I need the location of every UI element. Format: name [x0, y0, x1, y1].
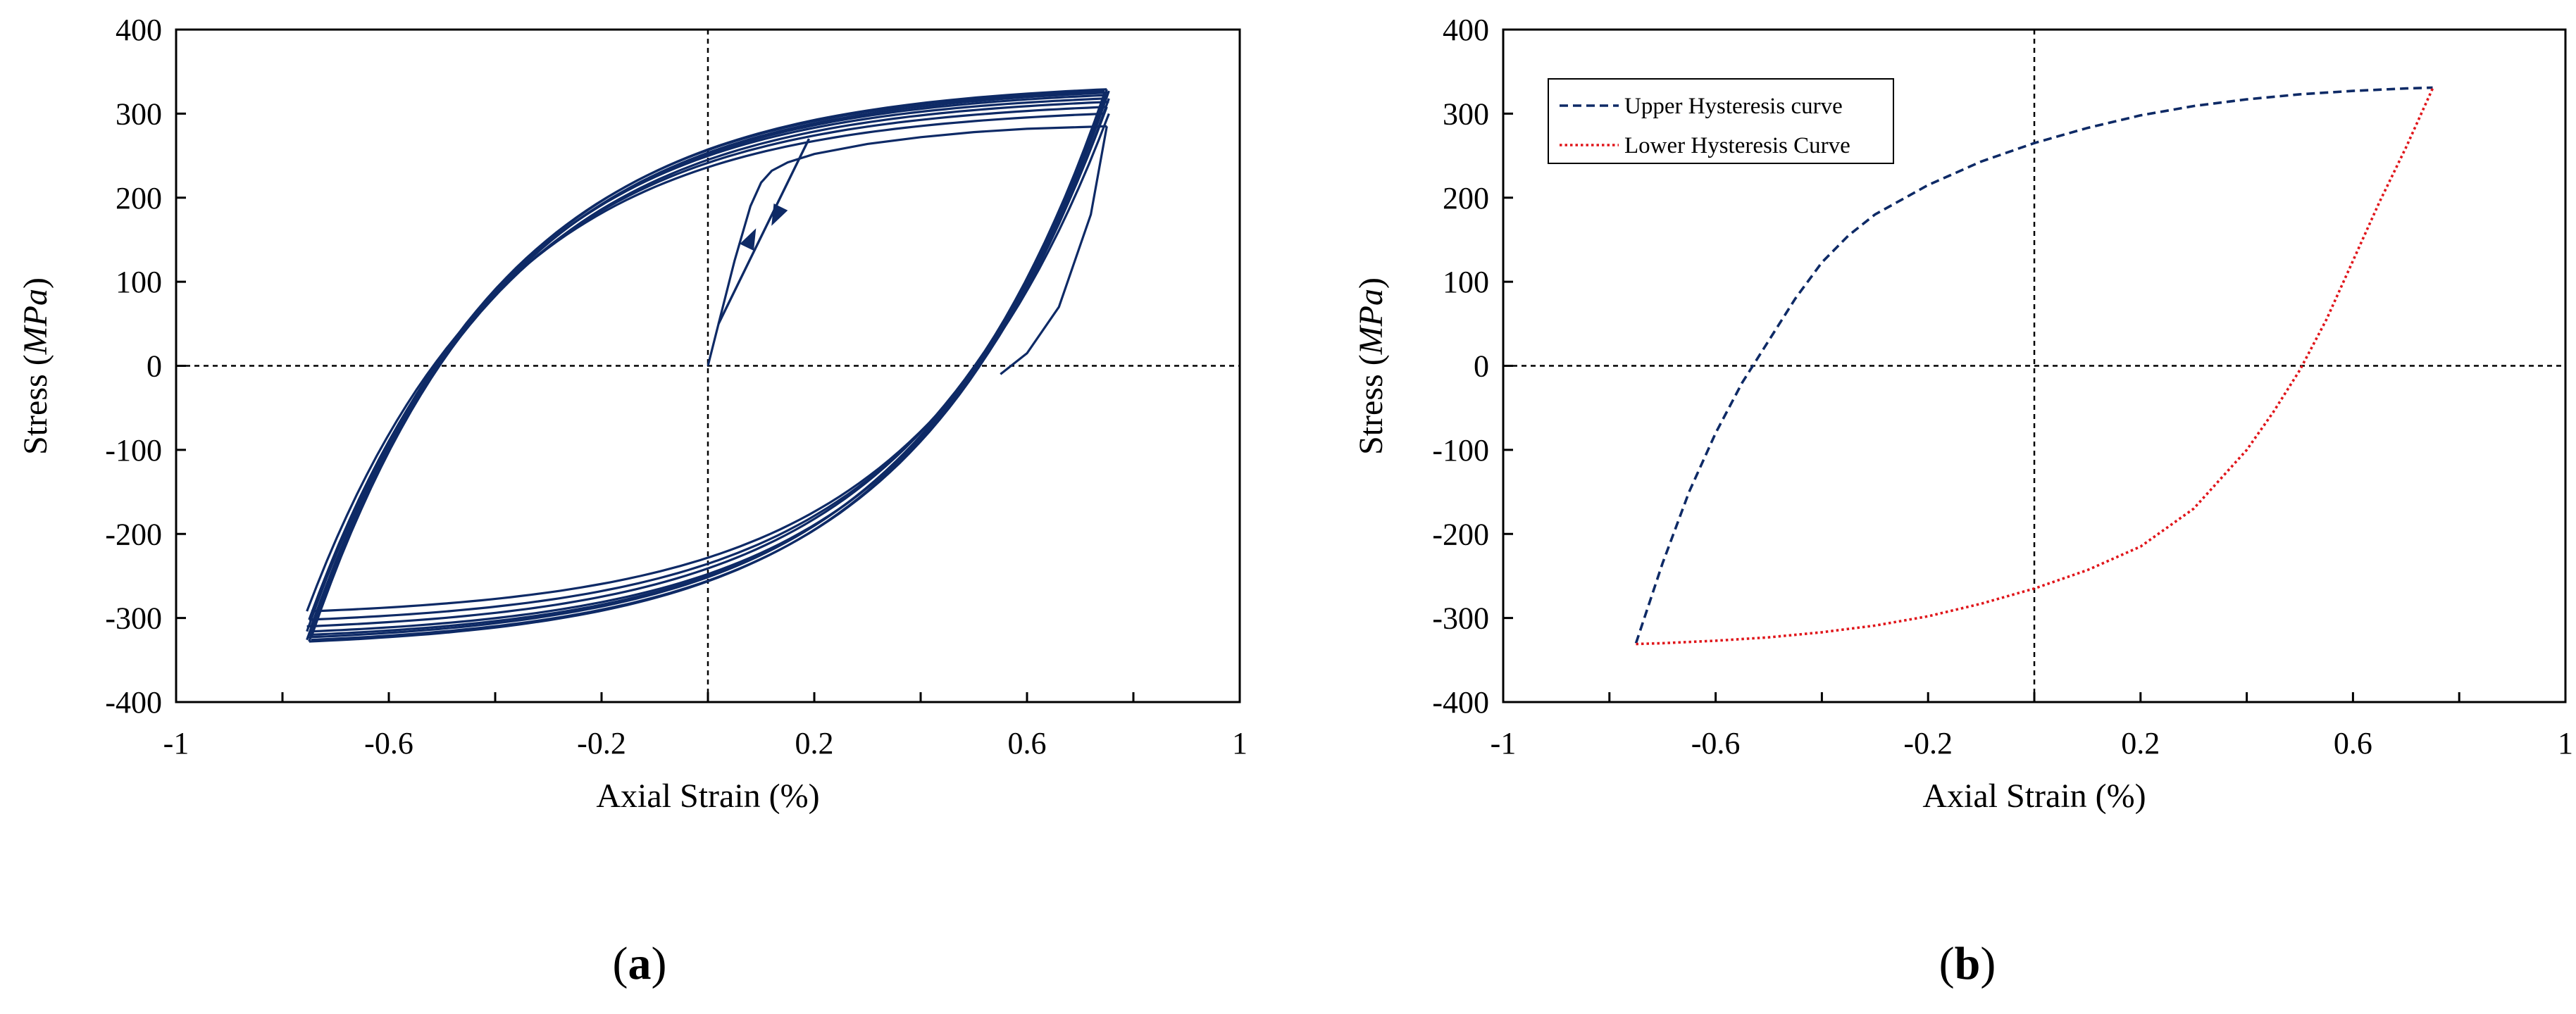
- y-tick-label-a: -200: [105, 517, 162, 551]
- x-tick-label-b: -1: [1491, 726, 1517, 760]
- y-axis-ticks-b: -400 -300 -200 -100 0 100 200 300 400: [1432, 13, 1513, 720]
- chart-panel-a: -1 -0.6 -0.2 0.2 0.6 1 -400 -300 -200 -100 0 100 20…: [17, 13, 1247, 989]
- arrows-a: [717, 138, 810, 325]
- legend-label: Lower Hysteresis Curve: [1624, 133, 1850, 158]
- y-axis-label-unit-a: MPa: [17, 289, 54, 355]
- series-group-a: [306, 88, 1110, 643]
- legend-box: [1548, 78, 1894, 164]
- x-axis-label-b: Axial Strain (%): [1922, 777, 2146, 815]
- y-axis-ticks-a: -400 -300 -200 -100 0 100 200 300 400: [105, 13, 186, 720]
- y-tick-label-b: -100: [1432, 433, 1489, 468]
- panel-label-b: (b): [1939, 938, 1996, 989]
- arrow-head-down: [771, 204, 788, 226]
- hysteresis-lower-branch: [306, 92, 1106, 639]
- x-tick-label-a: 1: [1232, 726, 1247, 760]
- hysteresis-upper-branch: [310, 91, 1109, 638]
- y-tick-label-b: -400: [1432, 685, 1489, 720]
- y-tick-label-b: 100: [1443, 265, 1489, 299]
- y-axis-label-a: Stress (MPa): [17, 277, 54, 455]
- x-tick-label-b: 0.2: [2121, 726, 2160, 760]
- x-axis-label-a: Axial Strain (%): [596, 777, 819, 815]
- arrow-line: [717, 138, 810, 325]
- x-tick-label-b: 1: [2558, 726, 2573, 760]
- hysteresis-lower-branch: [311, 113, 1110, 613]
- y-tick-label-a: -400: [105, 685, 162, 720]
- y-tick-label-a: -100: [105, 433, 162, 468]
- y-tick-label-a: 400: [116, 13, 162, 47]
- y-tick-label-a: 300: [116, 96, 162, 131]
- panel-label-b-letter: b: [1955, 938, 1981, 989]
- initial-loading-curve: [707, 125, 1107, 366]
- y-tick-label-b: 400: [1443, 13, 1489, 47]
- hysteresis-upper-branch: [308, 88, 1107, 642]
- x-tick-label-b: 0.6: [2334, 726, 2372, 760]
- y-tick-label-b: 200: [1443, 181, 1489, 215]
- x-tick-label-a: -0.6: [364, 726, 413, 760]
- x-tick-label-a: -0.2: [577, 726, 626, 760]
- arrow-head-up: [740, 228, 757, 251]
- y-axis-label-prefix-a: Stress (: [17, 354, 54, 455]
- chart-panel-b: -1 -0.6 -0.2 0.2 0.6 1 -400 -300 -200 -100 0 100 20…: [1352, 13, 2573, 989]
- y-tick-label-b: 0: [1474, 349, 1489, 384]
- x-tick-label-a: -1: [163, 726, 189, 760]
- x-axis-ticks-b: -1 -0.6 -0.2 0.2 0.6 1: [1491, 692, 2573, 760]
- y-tick-label-a: 0: [147, 349, 162, 384]
- series-line-upper: [1634, 86, 2433, 644]
- x-tick-label-a: 0.2: [795, 726, 834, 760]
- y-tick-label-b: 300: [1443, 96, 1489, 131]
- series-group-b: [1634, 86, 2434, 646]
- first-unloading-curve: [1000, 126, 1108, 375]
- panel-label-a-letter: a: [628, 938, 652, 989]
- x-tick-label-a: 0.6: [1008, 726, 1047, 760]
- y-axis-label-b: Stress (MPa): [1352, 277, 1390, 455]
- legend-label: Upper Hysteresis curve: [1624, 94, 1843, 119]
- hysteresis-upper-branch: [310, 101, 1109, 627]
- panel-label-a: (a): [613, 938, 667, 989]
- y-tick-label-b: -300: [1432, 601, 1489, 636]
- y-axis-label-prefix-b: Stress (: [1352, 354, 1390, 455]
- x-axis-ticks-a: -1 -0.6 -0.2 0.2 0.6 1: [163, 692, 1247, 760]
- hysteresis-lower-branch: [306, 101, 1106, 628]
- y-tick-label-a: 200: [116, 181, 162, 215]
- hysteresis-upper-branch: [306, 112, 1105, 612]
- y-axis-label-suffix-b: ): [1352, 277, 1390, 289]
- y-tick-label-a: -300: [105, 601, 162, 636]
- x-tick-label-b: -0.2: [1903, 726, 1953, 760]
- reference-lines-b: [1503, 30, 2565, 702]
- y-tick-label-b: -200: [1432, 517, 1489, 551]
- x-tick-label-b: -0.6: [1691, 726, 1741, 760]
- hysteresis-lower-branch: [309, 89, 1108, 643]
- y-axis-label-unit-b: MPa: [1352, 289, 1390, 355]
- legend-b: Upper Hysteresis curve Lower Hysteresis C…: [1548, 78, 1894, 164]
- y-tick-label-a: 100: [116, 265, 162, 299]
- y-axis-label-suffix-a: ): [17, 277, 54, 289]
